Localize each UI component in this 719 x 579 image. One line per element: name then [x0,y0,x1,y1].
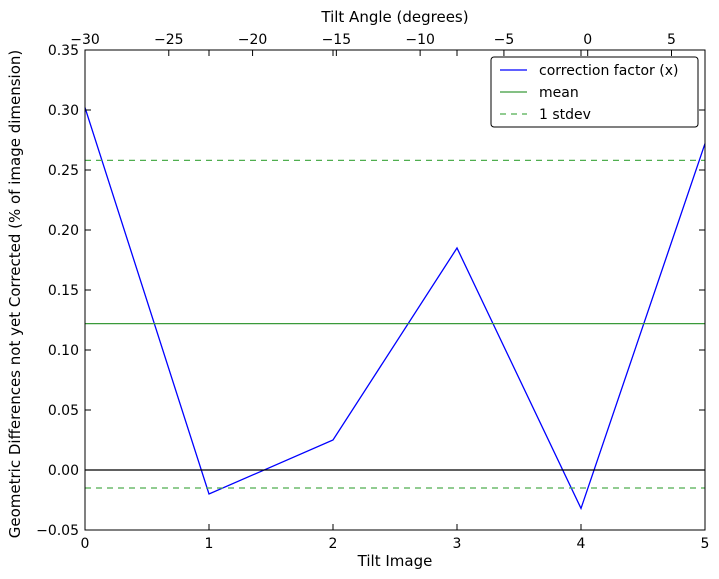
series-layer [84,107,706,511]
top-x-tick-label: −10 [405,32,435,48]
y-tick-label: 0.05 [48,403,79,419]
series-line-correction-factor-x [84,107,706,511]
top-x-tick-label: −30 [70,32,100,48]
x-tick-label: 5 [701,536,710,552]
top-x-tick-label: 5 [667,32,676,48]
y-axis-title: Geometric Differences not yet Corrected … [6,50,24,539]
legend-label-1-stdev: 1 stdev [539,107,591,123]
x-tick-label: 3 [453,536,462,552]
ticks-layer: 0 1 2 3 4 5 −0.05 0.00 0.05 0.10 0.15 0.20 0.25 0.30 0… [36,32,709,552]
x-tick-label: 1 [205,536,214,552]
x-axis-title: Tilt Image [357,552,433,570]
top-x-tick-label: −20 [238,32,268,48]
top-x-tick-label: −5 [494,32,515,48]
y-tick-label: 0.10 [48,343,79,359]
top-x-tick-label: −25 [154,32,184,48]
y-tick-label: 0.00 [48,463,79,479]
plot-frame [84,49,706,531]
legend-label-mean: mean [539,85,579,101]
top-x-axis-title: Tilt Angle (degrees) [320,8,468,26]
y-tick-label: 0.20 [48,223,79,239]
x-tick-label: 0 [81,536,90,552]
y-tick-label: 0.30 [48,103,79,119]
legend-box [490,56,699,128]
top-x-tick-label: 0 [583,32,592,48]
x-tick-label: 2 [329,536,338,552]
x-tick-label: 4 [577,536,586,552]
y-tick-label: 0.35 [48,43,79,59]
legend: correction factor (x) mean 1 stdev [490,56,699,128]
legend-label-correction-factor: correction factor (x) [539,63,678,79]
y-tick-label: 0.15 [48,283,79,299]
top-x-tick-label: −15 [322,32,352,48]
y-tick-label: −0.05 [36,523,79,539]
y-tick-label: 0.25 [48,163,79,179]
